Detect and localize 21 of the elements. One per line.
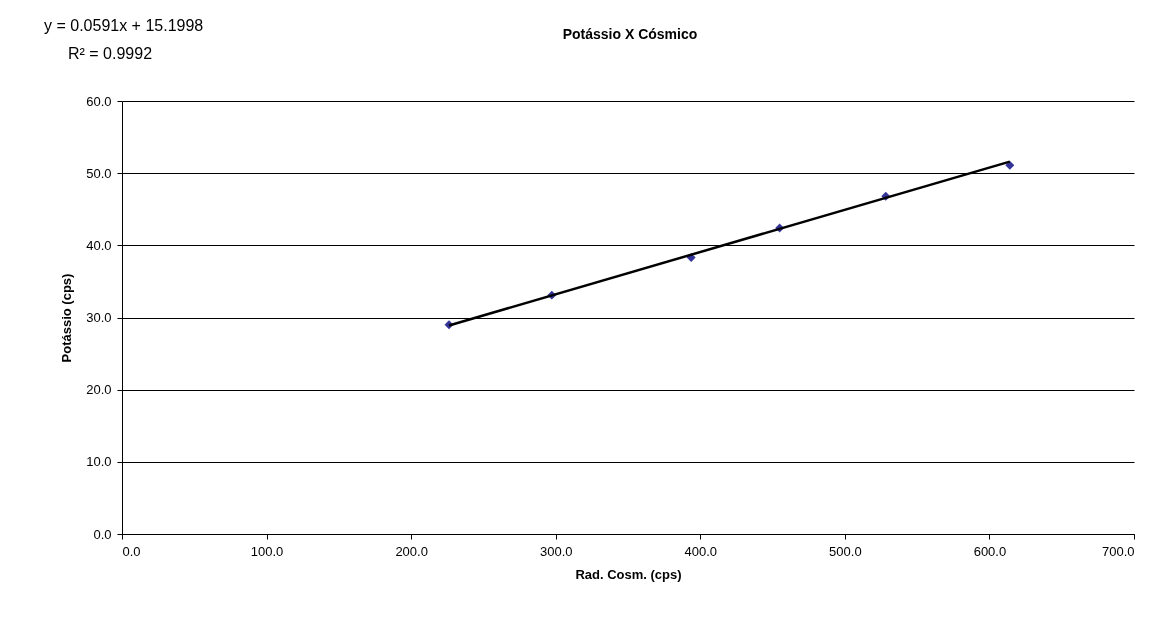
chart-title: Potássio X Cósmico	[562, 26, 698, 42]
x-axis-title: Rad. Cosm. (cps)	[575, 566, 682, 582]
x-tick-label: 500.0	[829, 543, 862, 559]
text: y = 0.0591x + 15.1998	[44, 17, 204, 34]
y-tick-label: 0.0	[93, 526, 112, 542]
y-tick-label: 60.0	[86, 93, 112, 109]
text: R² = 0.9992	[68, 45, 153, 62]
y-tick-label: 20.0	[86, 382, 112, 398]
y-tick-label: 30.0	[86, 310, 112, 325]
y-tick-label: 50.0	[86, 165, 112, 181]
x-tick-label: 700.0	[1101, 543, 1135, 559]
x-tick-label: 300.0	[539, 543, 573, 559]
x-tick-label: 600.0	[973, 543, 1007, 559]
y-tick-label: 40.0	[86, 237, 112, 253]
x-tick-label: 400.0	[684, 543, 718, 559]
x-tick-label: 200.0	[395, 543, 428, 559]
x-tick-label: 0.0	[122, 543, 141, 559]
y-tick-label: 10.0	[86, 454, 112, 470]
y-axis-title: Potássio (cps)	[59, 273, 75, 363]
x-tick-label: 100.0	[250, 543, 284, 559]
point	[1005, 160, 1015, 170]
